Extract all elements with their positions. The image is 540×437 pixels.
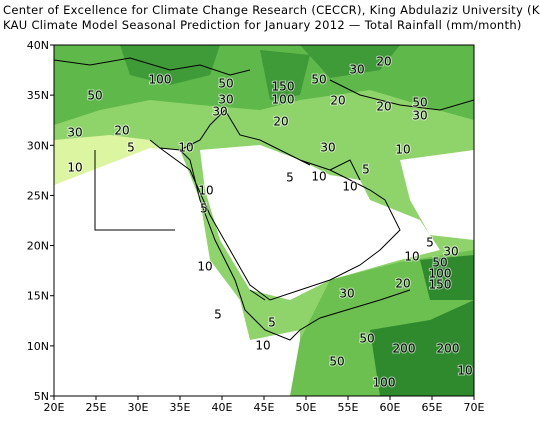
contour-label: 5 bbox=[286, 171, 294, 185]
contour-label: 50 bbox=[87, 89, 102, 103]
lat-tick-label: 30N bbox=[27, 139, 49, 152]
contour-label: 10 bbox=[67, 161, 82, 175]
contour-label: 30 bbox=[212, 105, 227, 119]
contour-label: 50 bbox=[412, 96, 427, 110]
contour-label: 10 bbox=[395, 143, 410, 157]
rainfall-field bbox=[54, 45, 474, 396]
contour-label: 150 bbox=[429, 278, 452, 292]
contour-label: 20 bbox=[273, 115, 288, 129]
dry-region bbox=[54, 148, 300, 396]
contour-label: 30 bbox=[218, 93, 233, 107]
dry-region bbox=[400, 150, 474, 240]
lat-tick-label: 5N bbox=[34, 390, 49, 403]
contour-label: 5 bbox=[426, 236, 434, 250]
contour-label: 30 bbox=[349, 63, 364, 77]
lon-tick-label: 45E bbox=[254, 401, 275, 414]
contour-label: 20 bbox=[376, 100, 391, 114]
contour-label: 10 bbox=[197, 260, 212, 274]
contour-label: 50 bbox=[359, 332, 374, 346]
shade bbox=[120, 45, 400, 100]
lat-tick-label: 35N bbox=[27, 89, 49, 102]
lat-tick-label: 20N bbox=[27, 240, 49, 253]
contour-label: 10 bbox=[198, 184, 213, 198]
contour-label: 10 bbox=[178, 141, 193, 155]
title-line: Center of Excellence for Climate Change … bbox=[3, 3, 540, 17]
contour-label: 10 bbox=[457, 364, 472, 378]
contour-label: 5 bbox=[268, 316, 276, 330]
contour-label: 30 bbox=[67, 126, 82, 140]
lon-tick-label: 55E bbox=[338, 401, 359, 414]
lon-tick-label: 70E bbox=[464, 401, 485, 414]
lat-tick-label: 25N bbox=[27, 189, 49, 202]
contour-label: 20 bbox=[395, 277, 410, 291]
lon-tick-label: 25E bbox=[86, 401, 107, 414]
lon-tick-label: 60E bbox=[380, 401, 401, 414]
contour-label: 50 bbox=[432, 256, 447, 270]
contour-label: 50 bbox=[329, 355, 344, 369]
contour-label: 100 bbox=[149, 73, 172, 87]
lon-tick-label: 35E bbox=[170, 401, 191, 414]
contour-label: 30 bbox=[443, 245, 458, 259]
lat-tick-label: 10N bbox=[27, 340, 49, 353]
contour-label: 30 bbox=[320, 141, 335, 155]
lat-tick-label: 40N bbox=[27, 39, 49, 52]
shade bbox=[54, 135, 160, 185]
contour-label: 200 bbox=[393, 342, 416, 356]
contour-label: 5 bbox=[200, 202, 208, 216]
contour-label: 30 bbox=[412, 109, 427, 123]
lon-tick-label: 65E bbox=[422, 401, 443, 414]
title-line: KAU Climate Model Seasonal Prediction fo… bbox=[3, 18, 522, 32]
contour-label: 30 bbox=[339, 287, 354, 301]
contour-label: 50 bbox=[311, 73, 326, 87]
lon-tick-label: 30E bbox=[128, 401, 149, 414]
shade bbox=[370, 255, 474, 396]
contour-label: 10 bbox=[311, 170, 326, 184]
contour-label: 20 bbox=[114, 124, 129, 138]
contour-label: 20 bbox=[330, 94, 345, 108]
lat-tick-label: 15N bbox=[27, 290, 49, 303]
contour-label: 100 bbox=[429, 267, 452, 281]
dry-region bbox=[200, 145, 440, 300]
lon-tick-label: 20E bbox=[44, 401, 65, 414]
contour-label: 100 bbox=[373, 376, 396, 390]
border bbox=[54, 140, 175, 396]
contour-label: 10 bbox=[342, 180, 357, 194]
contour-label: 10 bbox=[255, 339, 270, 353]
contour-label: 150 bbox=[272, 80, 295, 94]
contour-label: 10 bbox=[404, 250, 419, 264]
contour-label: 5 bbox=[362, 163, 370, 177]
lon-tick-label: 40E bbox=[212, 401, 233, 414]
contour-label: 100 bbox=[272, 93, 295, 107]
lon-tick-label: 50E bbox=[296, 401, 317, 414]
contour-label: 200 bbox=[437, 342, 460, 356]
contour-label: 5 bbox=[214, 308, 222, 322]
coastline bbox=[54, 57, 474, 341]
contour-label: 5 bbox=[127, 141, 135, 155]
contour-label: 50 bbox=[218, 77, 233, 91]
contour-label: 20 bbox=[376, 55, 391, 69]
